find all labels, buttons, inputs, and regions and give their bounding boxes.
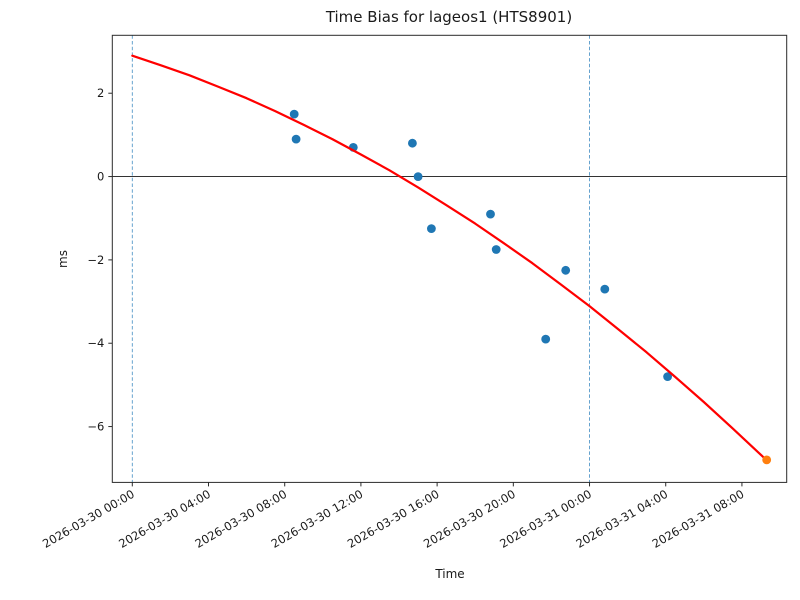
scatter-point <box>561 265 571 275</box>
scatter-point <box>600 284 610 294</box>
fit-curve <box>131 54 768 462</box>
scatter-point <box>291 134 301 144</box>
plot-border <box>111 34 788 483</box>
scatter-point <box>289 109 299 119</box>
scatter-point <box>541 334 551 344</box>
scatter-point <box>486 209 495 219</box>
scatter-point <box>663 372 672 381</box>
y-tick-label: 2 <box>97 86 104 100</box>
chart-title: Time Bias for lageos1 (HTS8901) <box>325 8 572 26</box>
scatter-point <box>413 172 423 182</box>
y-axis-label: ms <box>56 250 70 268</box>
scatter-point <box>408 138 417 148</box>
y-tick-label: −4 <box>87 336 104 350</box>
scatter-point <box>427 224 436 234</box>
y-tick-label: −2 <box>87 253 104 267</box>
scatter-point <box>491 245 501 254</box>
x-axis-label: Time <box>434 567 464 581</box>
latest-scatter-point <box>762 455 772 465</box>
y-tick-label: −6 <box>87 420 104 434</box>
y-tick-label: 0 <box>97 170 104 184</box>
